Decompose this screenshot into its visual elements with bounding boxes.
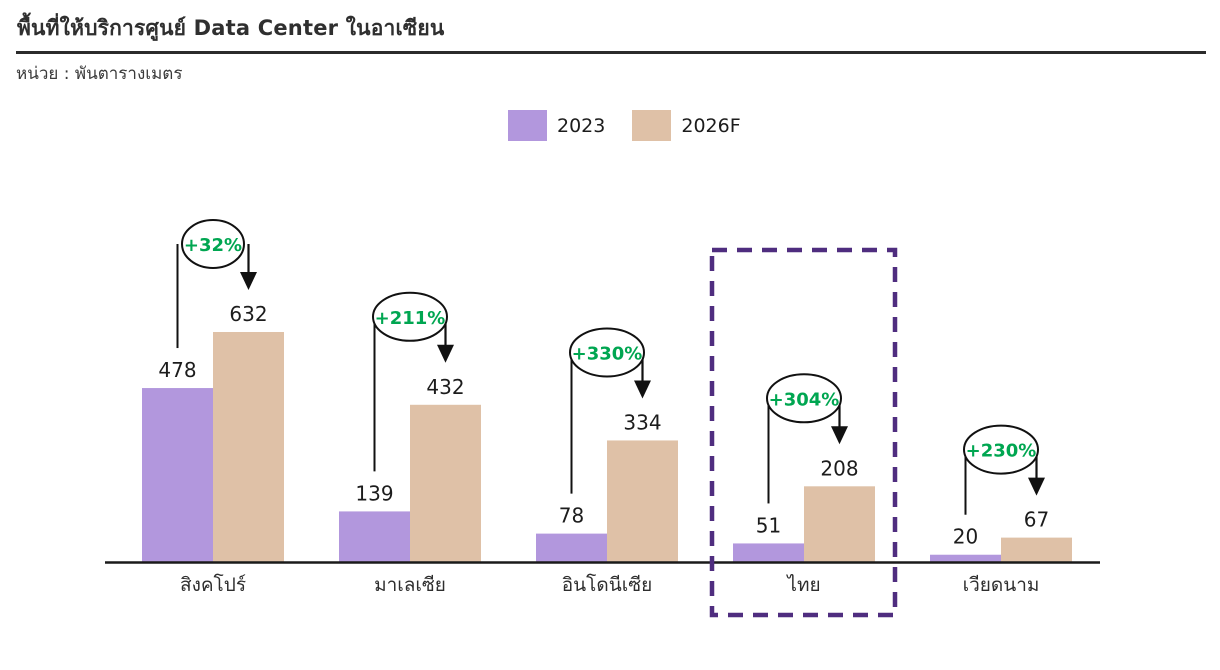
growth-ellipse: [181, 219, 245, 269]
value-label-2026f: 432: [426, 375, 464, 399]
value-label-2026f: 334: [623, 410, 661, 434]
unit-label: หน่วย : พันตารางเมตร: [16, 64, 183, 84]
bar-2026f-2: [607, 440, 678, 562]
growth-label: +32%: [184, 235, 242, 256]
category-label: สิงคโปร์: [180, 573, 246, 596]
page-title: พื้นที่ให้บริการศูนย์ Data Center ในอาเซ…: [17, 16, 445, 40]
category-label: ไทย: [785, 574, 820, 596]
legend-item-2026f: 2026F: [632, 110, 741, 141]
chart-legend: 2023 2026F: [508, 110, 741, 141]
growth-arrow-head-icon: [1028, 477, 1045, 496]
title-underline: [16, 51, 1206, 54]
growth-label: +304%: [769, 389, 840, 410]
bar-2026f-1: [410, 404, 481, 562]
value-label-2023: 51: [756, 513, 781, 537]
bar-2026f-0: [213, 332, 284, 562]
value-label-2023: 20: [953, 525, 978, 549]
value-label-2023: 78: [559, 504, 584, 528]
growth-arrow-head-icon: [634, 380, 651, 399]
highlight-box: [709, 247, 898, 618]
bar-2026f-4: [1001, 537, 1072, 562]
value-label-2026f: 67: [1024, 508, 1049, 532]
growth-arrow-head-icon: [240, 272, 257, 290]
growth-label: +330%: [572, 343, 643, 364]
value-label-2023: 478: [158, 358, 196, 382]
bar-2023-1: [339, 511, 410, 562]
bar-2023-4: [930, 554, 1001, 562]
growth-arrow-head-icon: [831, 426, 848, 445]
value-label-2023: 139: [355, 481, 393, 505]
growth-arrow-head-icon: [437, 344, 454, 363]
growth-ellipse: [963, 424, 1039, 475]
bar-2023-0: [142, 388, 213, 562]
bar-2023-2: [536, 533, 607, 562]
category-label: เวียดนาม: [963, 574, 1040, 596]
category-label: มาเลเซีย: [374, 574, 446, 596]
legend-swatch-2023: [508, 110, 547, 141]
legend-item-2023: 2023: [508, 110, 605, 141]
legend-swatch-2026f: [632, 110, 672, 141]
category-label: อินโดนีเซีย: [562, 573, 652, 596]
growth-ellipse: [372, 291, 448, 342]
growth-ellipse: [569, 327, 645, 378]
bar-2023-3: [733, 543, 804, 562]
bar-2026f-3: [804, 486, 875, 562]
growth-label: +230%: [966, 441, 1037, 462]
legend-label-2026f: 2026F: [681, 114, 741, 137]
legend-label-2023: 2023: [557, 114, 606, 137]
growth-ellipse: [766, 373, 842, 424]
value-label-2026f: 632: [229, 302, 267, 326]
growth-label: +211%: [375, 308, 446, 329]
value-label-2026f: 208: [820, 456, 858, 480]
